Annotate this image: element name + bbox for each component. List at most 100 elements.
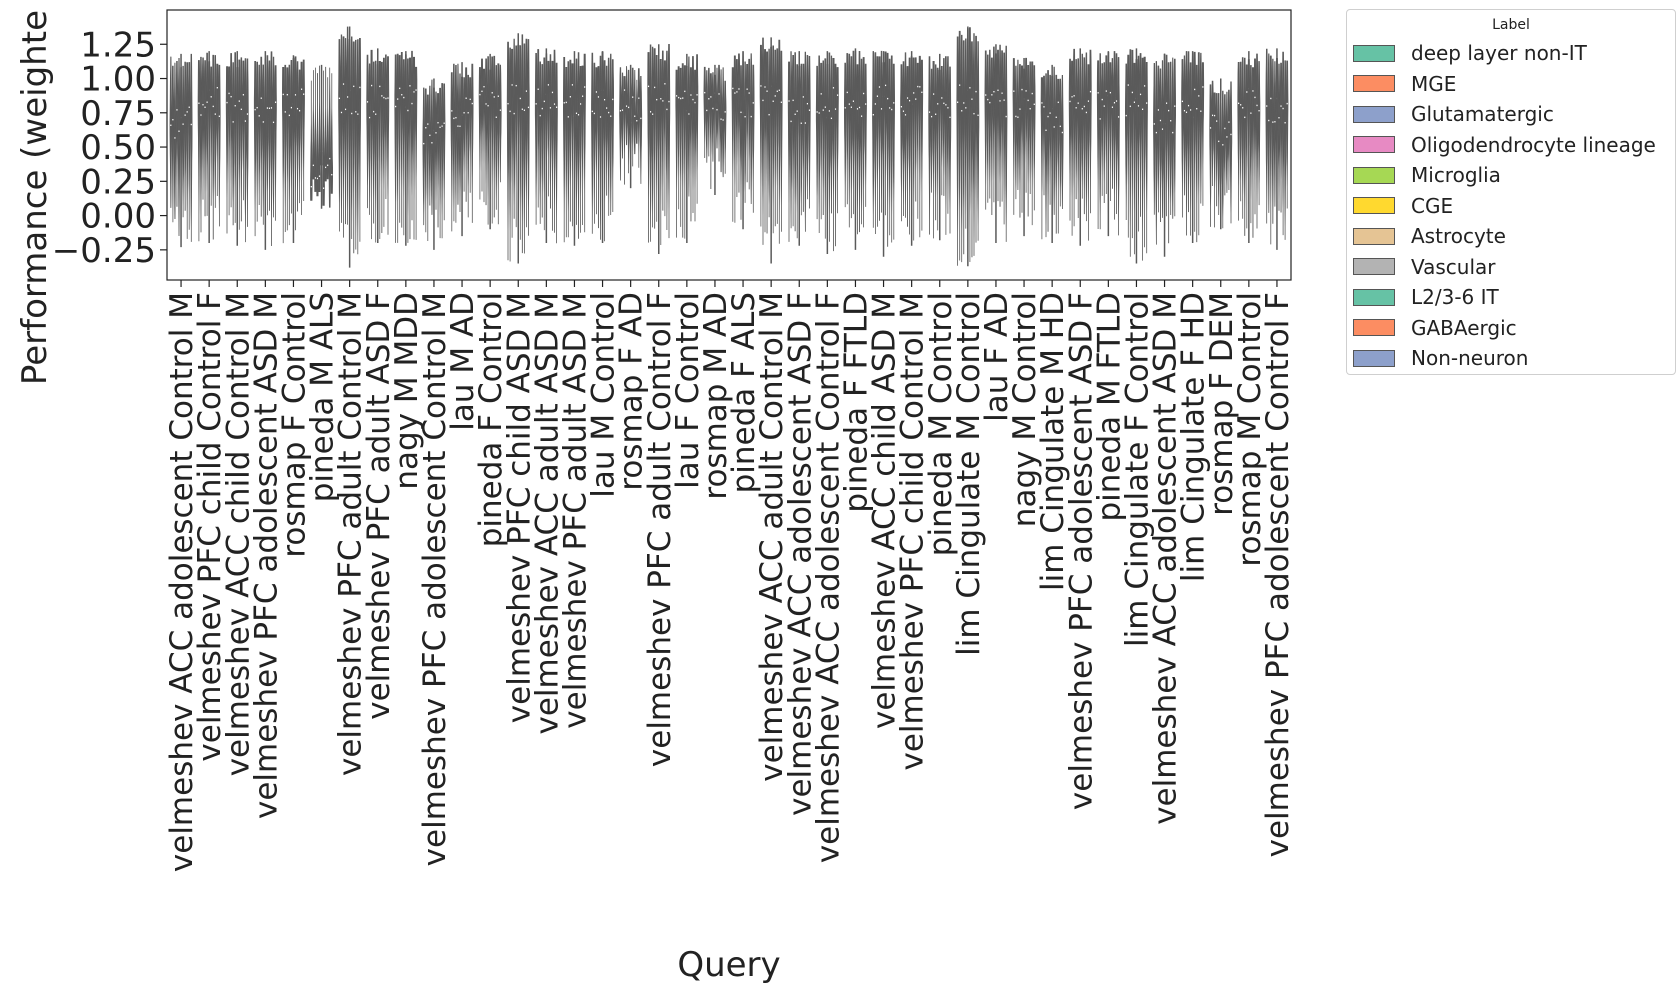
violin-body: [506, 41, 510, 261]
violin-body: [426, 94, 430, 241]
violin-body: [852, 50, 855, 215]
violin-body: [1169, 61, 1172, 215]
violin-body: [549, 54, 552, 209]
x-axis-label: Query: [677, 945, 780, 985]
violin-body: [579, 66, 582, 233]
violin-body: [490, 56, 494, 224]
violin-body: [1251, 67, 1255, 238]
y-tick-label: 1.00: [80, 60, 156, 100]
violin-body: [1271, 58, 1275, 224]
violin-body: [564, 67, 568, 238]
violin-body: [789, 51, 793, 229]
violin-body: [795, 64, 799, 239]
legend-item: Oligodendrocyte lineage: [1353, 130, 1656, 160]
x-tick-label: pineda F FTLD: [838, 292, 874, 513]
violin-body: [1213, 92, 1216, 228]
violin-body: [723, 80, 727, 174]
legend-item: Non-neuron: [1353, 343, 1528, 373]
violin-body: [780, 50, 783, 232]
violin-body: [821, 60, 825, 215]
violin-body: [1157, 65, 1160, 213]
violin-body: [1044, 73, 1048, 238]
violin-body: [860, 58, 863, 225]
violin-body: [518, 45, 522, 240]
violin-body: [322, 70, 325, 206]
violin-body: [653, 48, 656, 229]
violin-body: [201, 57, 205, 200]
x-tick-label: pineda M ALS: [305, 292, 341, 502]
violin-body: [958, 30, 961, 261]
y-tick-label: 0.50: [80, 128, 156, 168]
x-tick-label: velmeshev PFC child ASD M: [501, 292, 537, 723]
violin-body: [1215, 93, 1218, 207]
violin-body: [1133, 62, 1136, 255]
violin-body: [310, 80, 313, 201]
x-tick-label: velmeshev ACC child ASD M: [867, 292, 903, 729]
x-tick-label: velmeshev PFC adult ASD F: [361, 292, 397, 720]
violin-body: [595, 67, 598, 215]
y-tick-label: 0.75: [80, 94, 156, 134]
violin-body: [246, 58, 249, 227]
violin-body: [834, 63, 837, 247]
violin-body: [920, 59, 924, 231]
violin-body: [227, 66, 231, 216]
violin-body: [555, 62, 558, 244]
violin-body: [830, 55, 833, 214]
violin-body: [1279, 62, 1283, 213]
violin-body: [482, 68, 486, 203]
x-tick-label: nagy M Control: [1007, 292, 1043, 527]
violin-body: [300, 61, 303, 215]
violin-body: [1048, 74, 1052, 205]
violin-body: [677, 66, 680, 210]
violin-body: [547, 60, 550, 197]
violin-body: [619, 67, 622, 181]
violin-body: [1285, 60, 1289, 209]
violin-body: [711, 72, 715, 162]
violin-body: [651, 46, 654, 228]
violin-body: [380, 61, 384, 233]
violin-body: [1201, 62, 1205, 206]
violin-body: [689, 67, 693, 222]
violin-body: [731, 67, 735, 222]
x-tick-label: velmeshev PFC child Control F: [192, 292, 228, 762]
violin-body: [386, 56, 390, 235]
violin-body: [466, 74, 470, 218]
violin-body: [1217, 93, 1220, 215]
violin-body: [890, 55, 894, 243]
violin-body: [499, 64, 502, 183]
violin-body: [583, 53, 586, 233]
violin-body: [1014, 65, 1018, 200]
violin-body: [209, 66, 213, 206]
violin-body: [205, 52, 209, 216]
x-tick-label: pineda M FTLD: [1091, 292, 1127, 522]
y-tick-label: 0.25: [80, 162, 156, 202]
violin-body: [599, 55, 602, 240]
legend-swatch: [1353, 136, 1395, 153]
violin-body: [936, 67, 940, 231]
violin-body: [312, 70, 315, 180]
violin-body: [765, 51, 769, 234]
violin-body: [635, 79, 639, 144]
violin-body: [366, 54, 369, 209]
violin-body: [1257, 61, 1261, 206]
violin-body: [484, 58, 488, 206]
y-tick-label: −0.25: [52, 231, 156, 271]
violin-body: [494, 65, 498, 210]
violin-body: [1042, 75, 1046, 196]
violin-body: [567, 61, 570, 238]
violin-body: [880, 50, 883, 213]
violin-body: [804, 51, 807, 232]
violin-body: [1109, 62, 1112, 201]
violin-body: [372, 61, 375, 224]
violin-body: [508, 47, 512, 262]
violin-body: [374, 60, 378, 243]
violin-body: [1139, 53, 1142, 217]
violin-body: [593, 62, 596, 224]
violin-body: [290, 59, 293, 214]
x-tick-label: lau F Control: [670, 292, 706, 489]
y-axis: −0.250.000.250.500.751.001.25: [52, 25, 167, 271]
violin-body: [976, 41, 980, 241]
legend-label: Vascular: [1411, 254, 1496, 279]
violin-body: [272, 56, 275, 218]
violin-body: [352, 41, 356, 254]
